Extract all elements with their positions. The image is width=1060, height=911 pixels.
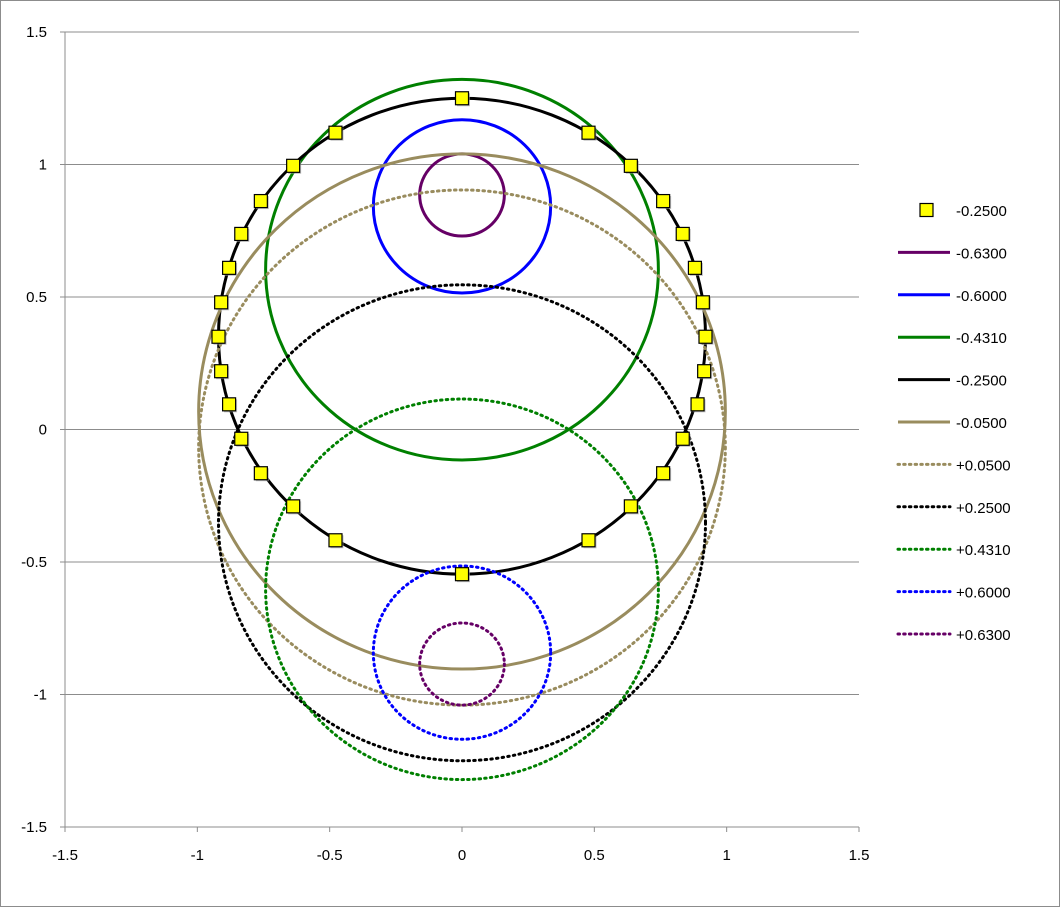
y-tick-label: 1 xyxy=(39,157,47,174)
data-point-marker xyxy=(454,91,470,106)
x-tick-label: 1 xyxy=(722,847,730,864)
legend-label: -0.6300 xyxy=(956,245,1007,262)
legend-item: -0.4310 xyxy=(898,330,1007,347)
legend-label: -0.6000 xyxy=(956,288,1007,305)
legend: -0.2500 -0.6300 -0.6000 -0.4310 -0.2500 -0.05… xyxy=(896,202,1011,644)
legend-item: -0.0500 xyxy=(898,415,1007,432)
data-point-marker xyxy=(286,499,301,514)
data-point-marker xyxy=(656,466,671,481)
x-tick-label: -0.5 xyxy=(317,847,343,864)
tick-labels: -1.5 -1 -0.5 0 0.5 1 1.5 -1.5 -1 -0.5 0 0.5 1 1.5 xyxy=(21,24,869,864)
legend-label: +0.6000 xyxy=(956,585,1011,602)
legend-label: +0.2500 xyxy=(956,500,1011,517)
data-point-marker xyxy=(695,295,710,310)
data-point-marker xyxy=(454,567,470,582)
legend-item: +0.0500 xyxy=(896,457,1011,474)
series-curve-2 xyxy=(371,118,553,295)
series-curve-6 xyxy=(197,188,727,707)
legend-item: +0.6300 xyxy=(896,627,1011,644)
data-point-marker xyxy=(581,533,596,548)
legend-label: +0.6300 xyxy=(956,627,1011,644)
y-tick-label: 0 xyxy=(39,422,47,439)
markers xyxy=(211,91,714,583)
y-tick-label: -1 xyxy=(34,687,47,704)
x-tick-label: 0 xyxy=(458,847,466,864)
legend-label: -0.2500 xyxy=(956,373,1007,390)
data-point-marker xyxy=(214,364,229,379)
data-point-marker xyxy=(286,158,301,173)
series-curve-5 xyxy=(197,152,727,671)
legend-item: -0.2500 xyxy=(898,373,1007,390)
legend-label: -0.0500 xyxy=(956,415,1007,432)
data-point-marker xyxy=(221,397,237,412)
data-point-marker xyxy=(221,260,237,275)
legend-item: +0.6000 xyxy=(896,585,1011,602)
legend-item: -0.6000 xyxy=(898,288,1007,305)
legend-item: -0.6300 xyxy=(898,245,1007,262)
y-tick-label: -1.5 xyxy=(21,819,47,836)
legend-label: -0.4310 xyxy=(956,330,1007,347)
gridlines xyxy=(65,31,859,828)
series-curve-3 xyxy=(264,77,660,462)
data-point-marker xyxy=(675,431,690,446)
legend-label: -0.2500 xyxy=(956,203,1007,220)
legend-label: +0.0500 xyxy=(956,457,1011,474)
data-point-marker xyxy=(253,193,268,209)
curves xyxy=(197,77,727,782)
axes xyxy=(60,31,860,832)
x-tick-label: 1.5 xyxy=(849,847,870,864)
x-tick-label: -1 xyxy=(191,847,204,864)
y-tick-label: -0.5 xyxy=(21,554,47,571)
legend-swatch-marker xyxy=(919,202,934,218)
y-tick-label: 0.5 xyxy=(26,289,47,306)
series-curve-8 xyxy=(264,397,660,782)
legend-label: +0.4310 xyxy=(956,542,1011,559)
legend-item: +0.4310 xyxy=(896,542,1011,559)
series-curve-1 xyxy=(418,152,506,238)
data-point-marker xyxy=(623,499,638,514)
y-tick-label: 1.5 xyxy=(26,24,47,41)
data-point-marker xyxy=(328,533,343,548)
data-point-marker xyxy=(581,125,596,140)
data-point-marker xyxy=(656,193,671,209)
series-curve-9 xyxy=(371,564,553,741)
data-point-marker xyxy=(623,158,638,173)
data-point-marker xyxy=(253,466,268,481)
x-tick-label: -1.5 xyxy=(52,847,78,864)
data-point-marker xyxy=(698,329,713,344)
data-point-marker xyxy=(234,431,249,446)
data-point-marker xyxy=(675,226,690,242)
legend-item: +0.2500 xyxy=(896,500,1011,517)
data-point-marker xyxy=(211,329,226,344)
legend-item: -0.2500 xyxy=(919,202,1007,220)
x-tick-label: 0.5 xyxy=(584,847,605,864)
series-curve-7 xyxy=(217,283,707,763)
data-point-marker xyxy=(690,397,705,412)
data-point-marker xyxy=(687,260,703,275)
series-curve-10 xyxy=(418,621,506,707)
data-point-marker xyxy=(214,295,229,310)
data-point-marker xyxy=(697,364,712,379)
data-point-marker xyxy=(234,226,249,242)
data-point-marker xyxy=(328,125,343,140)
